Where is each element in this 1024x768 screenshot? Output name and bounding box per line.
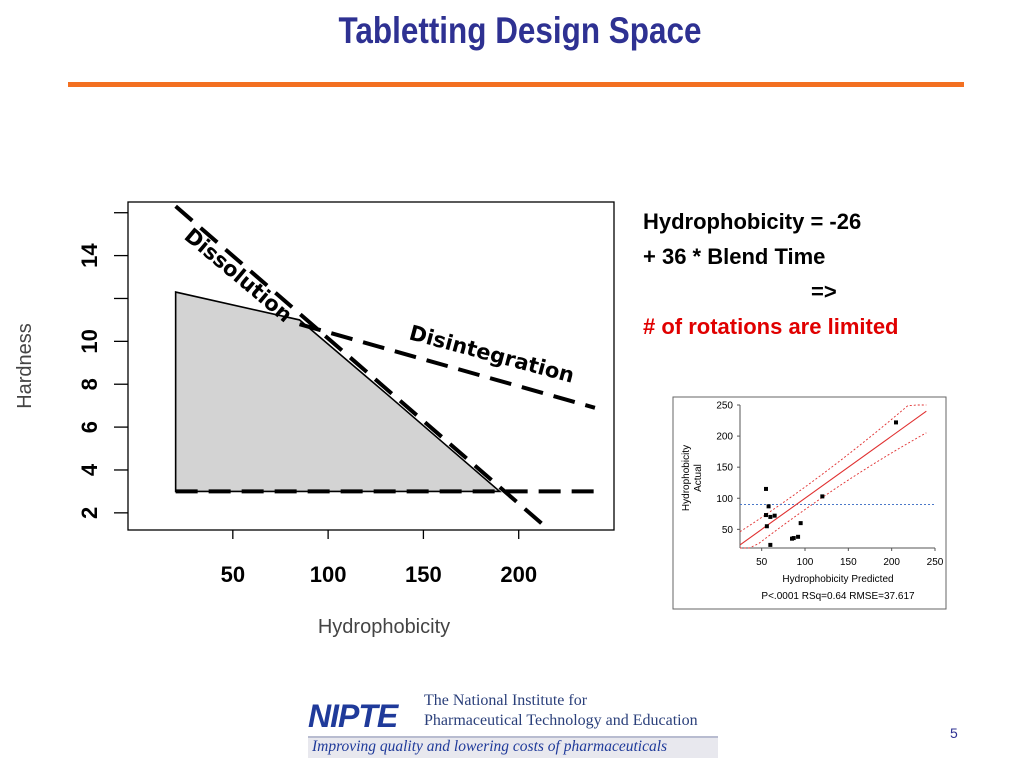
actual-vs-predicted-chart: 50 100 150 200 250 50 100 150 200 250 Hydrophobici…: [672, 396, 947, 610]
logo-name-line-1: The National Institute for: [424, 692, 588, 709]
data-point: [764, 524, 769, 529]
x-tick-label: 50: [221, 562, 245, 587]
page-number: 5: [950, 725, 958, 741]
confidence-curve-upper: [739, 404, 927, 533]
y-axis-label-line-2: Actual: [693, 464, 704, 492]
y-tick-label: 200: [716, 432, 733, 443]
y-tick-label: 10: [77, 329, 102, 353]
conclusion-text: # of rotations are limited: [643, 314, 899, 339]
logo-mark: NIPTE: [308, 698, 398, 734]
data-point: [764, 486, 768, 491]
data-point: [894, 420, 898, 425]
y-tick-label: 100: [716, 494, 733, 505]
fit-statistics: P<.0001 RSq=0.64 RMSE=37.617: [761, 591, 915, 602]
implication-arrow: =>: [811, 279, 837, 304]
slide-title: Tabletting Design Space: [338, 10, 702, 51]
equation-line-2: + 36 * Blend Time: [643, 244, 826, 269]
data-point: [764, 513, 768, 518]
y-axis-label-line-1: Hydrophobicity: [681, 445, 692, 511]
data-point: [768, 514, 773, 519]
x-tick-label: 150: [405, 562, 442, 587]
y-tick-label: 8: [77, 378, 102, 390]
y-tick-label: 250: [716, 401, 733, 412]
x-axis-label: Hydrophobicity: [318, 616, 450, 638]
data-point: [766, 504, 771, 509]
data-point: [791, 536, 796, 541]
x-tick-label: 50: [756, 557, 768, 568]
disintegration-constraint-line: [298, 322, 596, 410]
data-point: [798, 521, 803, 526]
title-underline: [68, 82, 964, 87]
y-tick-label: 4: [77, 463, 102, 476]
design-space-chart: 50 100 150 200 2 4 6 8 10 14 Hydrophobicity Hardnes…: [14, 201, 615, 638]
x-tick-label: 200: [500, 562, 537, 587]
equation-line-1: Hydrophobicity = -26: [643, 209, 862, 234]
data-point: [820, 494, 825, 499]
x-tick-label: 100: [797, 557, 814, 568]
x-tick-label: 150: [840, 557, 857, 568]
x-axis-label: Hydrophobicity Predicted: [782, 574, 893, 585]
x-tick-label: 250: [927, 557, 944, 568]
logo-tagline-bar: [308, 736, 718, 758]
y-tick-label: 50: [722, 525, 734, 536]
nipte-logo: NIPTE The National Institute for Pharmac…: [308, 692, 720, 762]
confidence-curve-lower: [740, 432, 927, 549]
y-tick-label: 150: [716, 463, 733, 474]
y-tick-label: 2: [77, 507, 102, 519]
fit-line: [739, 410, 927, 546]
data-point: [772, 513, 777, 518]
y-tick-label: 14: [77, 243, 102, 268]
dissolution-constraint-line: [174, 204, 551, 532]
data-point: [768, 542, 773, 547]
data-point: [796, 534, 801, 539]
logo-name-line-2: Pharmaceutical Technology and Education: [424, 712, 698, 729]
y-axis-label: Hardness: [14, 323, 36, 409]
logo-tagline: Improving quality and lowering costs of …: [312, 738, 668, 755]
y-tick-label: 6: [77, 421, 102, 433]
x-tick-label: 100: [310, 562, 347, 587]
inset-frame: [672, 396, 947, 610]
x-tick-label: 200: [883, 557, 900, 568]
equation-block: Hydrophobicity = -26 + 36 * Blend Time =…: [643, 204, 983, 344]
